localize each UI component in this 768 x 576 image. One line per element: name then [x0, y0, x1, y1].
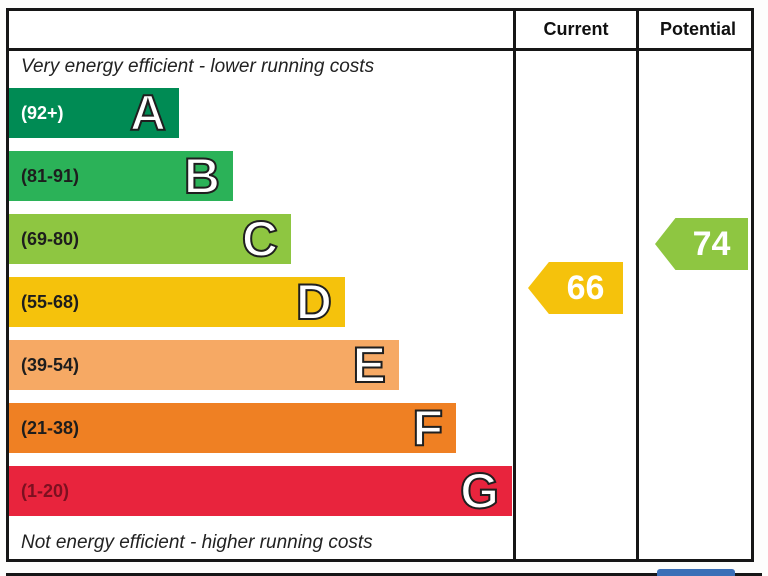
band-g-range: (1-20) [21, 480, 70, 501]
band-e-range: (39-54) [21, 354, 80, 375]
potential-column-header: Potential [659, 19, 736, 39]
band-g-bar: (1-20) G [9, 463, 512, 519]
current-rating-arrow: 66 [528, 262, 623, 314]
caption-very-efficient: Very energy efficient - lower running co… [21, 56, 375, 77]
band-d-bar: (55-68) D [9, 274, 345, 330]
band-b-letter: B [183, 148, 221, 204]
header-divider-line [9, 48, 751, 51]
band-b-range: (81-91) [21, 165, 80, 186]
band-a-bar: (92+) A [9, 85, 179, 141]
current-rating-value: 66 [566, 268, 605, 307]
band-a-range: (92+) [21, 102, 64, 123]
band-e-letter: E [352, 337, 387, 393]
column-divider-potential [636, 11, 639, 559]
band-a-letter: A [129, 85, 167, 141]
band-c-letter: C [241, 211, 279, 267]
band-d-range: (55-68) [21, 291, 80, 312]
energy-efficiency-rating-table: Current Potential Very energy efficient … [6, 8, 754, 562]
potential-rating-arrow: 74 [655, 218, 748, 270]
eu-flag-icon [657, 569, 735, 576]
next-section-top-border [6, 573, 762, 576]
band-f-range: (21-38) [21, 417, 80, 438]
band-f-letter: F [411, 400, 444, 456]
band-b-bar: (81-91) B [9, 148, 233, 204]
potential-rating-value: 74 [692, 224, 731, 263]
band-d-letter: D [295, 274, 333, 330]
caption-not-efficient: Not energy efficient - higher running co… [21, 532, 373, 553]
band-c-range: (69-80) [21, 228, 80, 249]
current-column-header: Current [543, 19, 609, 39]
band-e-bar: (39-54) E [9, 337, 399, 393]
band-f-bar: (21-38) F [9, 400, 456, 456]
band-g-letter: G [459, 463, 500, 519]
column-divider-current [513, 11, 516, 559]
band-c-bar: (69-80) C [9, 211, 291, 267]
